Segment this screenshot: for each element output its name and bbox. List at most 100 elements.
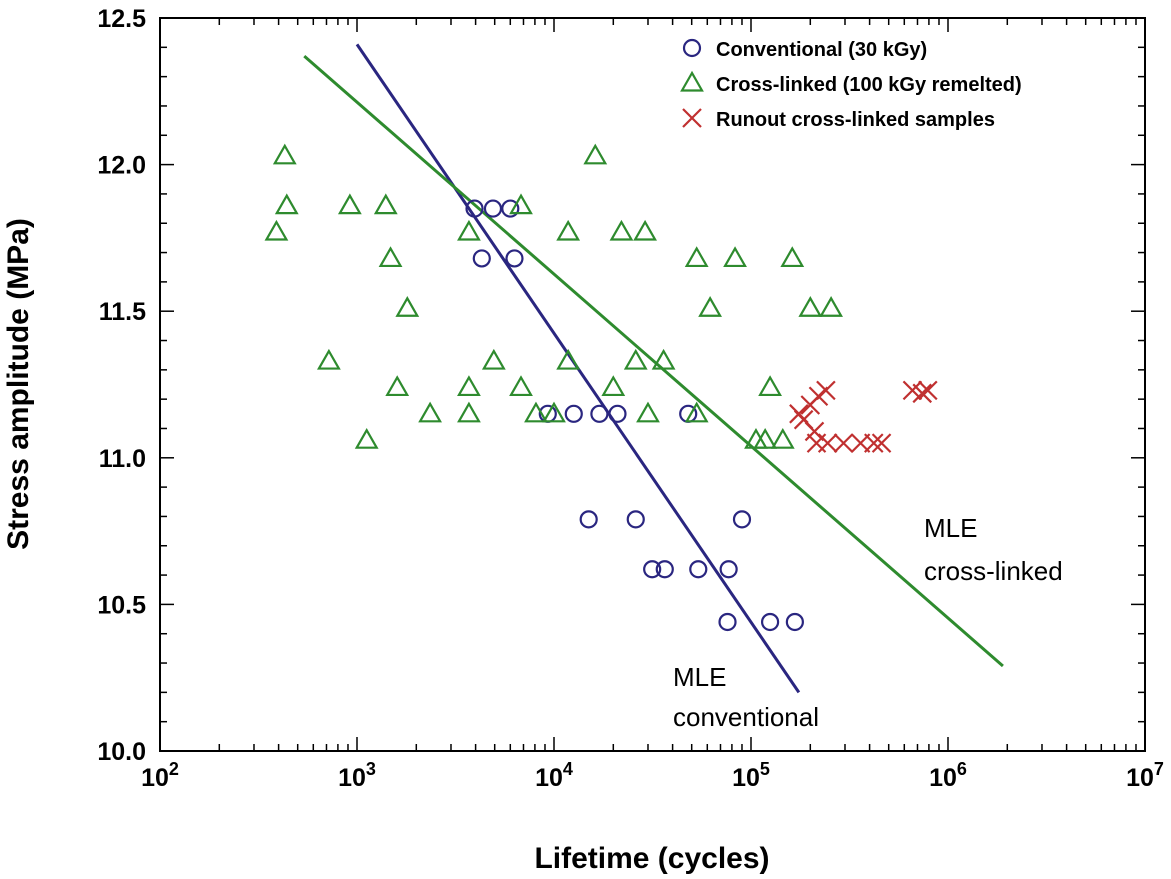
x-axis-title: Lifetime (cycles) <box>534 842 769 875</box>
cross-linked-point <box>798 296 823 317</box>
conventional-point <box>626 510 645 529</box>
cross-linked-point <box>378 246 403 268</box>
legend-runout-point-icon <box>682 108 702 128</box>
cross-linked-point <box>753 427 778 449</box>
cross-linked-point <box>509 375 533 397</box>
cross-linked-point <box>556 348 581 370</box>
cross-linked-point <box>636 401 660 423</box>
legend-cross-linked-point-icon <box>680 70 704 92</box>
legend-item-conventional: Conventional (30 kGy) <box>682 38 927 61</box>
cross-linked-point <box>337 193 362 215</box>
conventional-point <box>501 199 520 218</box>
cross-linked-point <box>623 348 648 370</box>
cross-linked-point <box>684 401 709 423</box>
cross-linked-point <box>524 401 548 423</box>
legend: Conventional (30 kGy) Cross-linked (100 … <box>680 38 1022 131</box>
conventional-point <box>505 249 524 268</box>
legend-marker-triangle <box>680 70 704 92</box>
cross-linked-point <box>316 348 341 370</box>
conventional-point <box>590 404 609 423</box>
cross-linked-point <box>723 246 747 268</box>
x-tick-label: 107 <box>1126 759 1164 792</box>
data-points <box>264 143 938 632</box>
y-axis-title: Stress amplitude (MPa) <box>2 218 35 550</box>
cross-linked-point <box>264 219 289 241</box>
legend-item-runout: Runout cross-linked samples <box>682 108 995 131</box>
cross-linked-point <box>780 246 805 268</box>
cross-linked-point <box>509 193 533 215</box>
conventional-point <box>483 199 503 218</box>
annotation-mle-cross-linked-line2: cross-linked <box>924 556 1063 586</box>
legend-marker-cross <box>682 108 702 128</box>
cross-linked-point <box>583 143 608 165</box>
conventional-point <box>608 404 627 423</box>
legend-label-cross-linked: Cross-linked (100 kGy remelted) <box>716 74 1022 96</box>
annotation-mle-conventional-line1: MLE <box>673 662 726 692</box>
x-tick-label: 103 <box>338 759 376 792</box>
runout-point <box>864 433 884 453</box>
cross-linked-point <box>272 143 297 165</box>
runout-point <box>871 433 892 453</box>
conventional-point <box>655 560 674 579</box>
x-tick-label: 104 <box>535 759 573 792</box>
conventional-point <box>732 510 752 529</box>
cross-linked-point <box>373 193 398 215</box>
cross-linked-point <box>556 219 581 241</box>
cross-linked-point <box>609 219 634 241</box>
conventional-point <box>719 560 738 579</box>
legend-conventional-point-icon <box>682 38 702 58</box>
runout-point <box>918 380 938 401</box>
conventional-point <box>718 612 737 632</box>
cross-linked-point <box>395 296 420 317</box>
fit-line-mle-cross-linked <box>303 54 1004 668</box>
cross-linked-point <box>354 427 379 449</box>
x-tick-label: 106 <box>929 759 967 792</box>
conventional-point <box>760 612 780 632</box>
cross-linked-point <box>770 427 795 449</box>
legend-item-cross-linked: Cross-linked (100 kGy remelted) <box>680 70 1022 96</box>
cross-linked-point <box>481 348 506 370</box>
cross-linked-point <box>457 375 481 397</box>
conventional-point <box>785 612 804 632</box>
y-tick-label: 11.0 <box>99 445 146 473</box>
runout-point <box>833 433 854 453</box>
legend-label-runout: Runout cross-linked samples <box>716 109 995 131</box>
runout-point <box>912 383 933 404</box>
conventional-point <box>472 249 491 268</box>
y-tick-label: 12.0 <box>97 152 146 180</box>
y-tick-label: 10.5 <box>97 591 146 619</box>
cross-linked-point <box>385 375 410 397</box>
plot-frame <box>159 17 1146 752</box>
y-tick-label: 10.0 <box>97 738 146 766</box>
runout-point <box>816 380 836 401</box>
legend-marker-circle <box>682 38 702 58</box>
cross-linked-point <box>684 246 709 268</box>
axis-ticks: 102 103 104 105 106 107 10.0 10.5 11.0 11.5 12.0 12… <box>97 5 1164 792</box>
x-tick-label: 105 <box>732 759 770 792</box>
cross-linked-point <box>542 401 566 423</box>
cross-linked-point <box>633 219 657 241</box>
conventional-point <box>579 510 598 529</box>
y-tick-label: 11.5 <box>99 298 146 326</box>
cross-linked-point <box>457 401 481 423</box>
cross-linked-point <box>274 193 299 215</box>
annotation-mle-cross-linked-line1: MLE <box>924 513 977 543</box>
legend-label-conventional: Conventional (30 kGy) <box>716 39 927 61</box>
cross-linked-point <box>758 375 782 397</box>
x-tick-label: 102 <box>141 759 179 792</box>
cross-linked-point <box>819 296 843 317</box>
y-tick-label: 12.5 <box>97 5 146 33</box>
cross-linked-point <box>601 375 626 397</box>
conventional-point <box>465 199 484 218</box>
cross-linked-point <box>457 219 481 241</box>
cross-linked-point <box>651 348 676 370</box>
cross-linked-point <box>698 296 722 317</box>
conventional-point <box>564 404 583 423</box>
conventional-point <box>689 560 708 579</box>
cross-linked-point <box>418 401 442 423</box>
runout-point <box>817 433 838 453</box>
conventional-point <box>643 560 662 579</box>
annotation-mle-conventional-line2: conventional <box>673 702 819 732</box>
